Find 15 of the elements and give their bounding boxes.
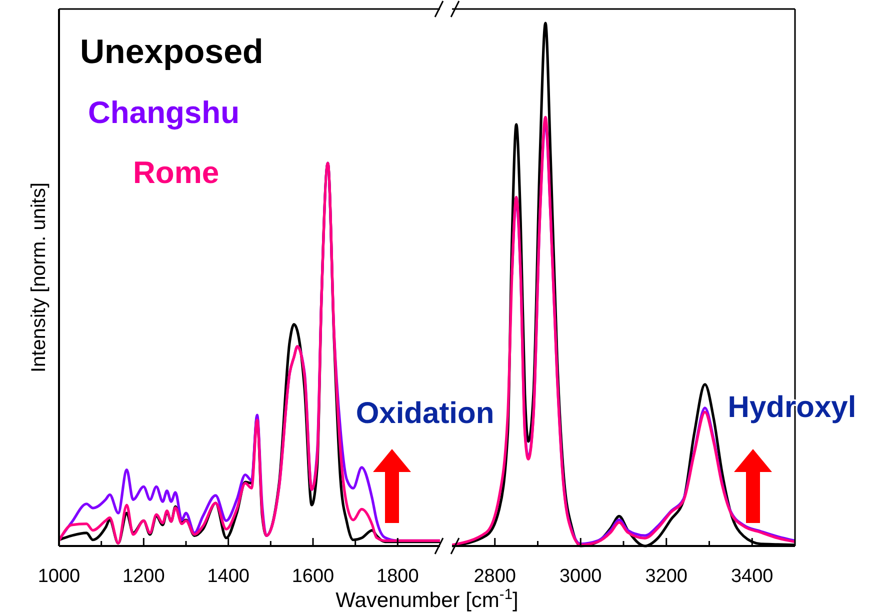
text: Rome [133, 155, 220, 190]
x-tick-label: 3400 [730, 566, 774, 587]
text: Unexposed [80, 33, 264, 71]
x-tick-label: 1400 [207, 566, 250, 587]
x-tick-label: 1000 [38, 566, 80, 587]
x-axis-title: Wavenumber [cm$^{-1}$] [336, 587, 518, 612]
x-tick-label: 2800 [474, 566, 516, 587]
x-tick-label: 1200 [122, 566, 165, 587]
y-axis-title: Intensity [norm. units] [28, 182, 50, 373]
text: Changshu [88, 95, 240, 130]
x-tick-label: 1600 [292, 566, 334, 587]
annotation: Oxidation [356, 397, 494, 430]
x-tick-label: 1800 [376, 566, 419, 587]
x-tick-label: 3000 [559, 566, 602, 587]
x-tick-label: 3200 [645, 566, 688, 587]
